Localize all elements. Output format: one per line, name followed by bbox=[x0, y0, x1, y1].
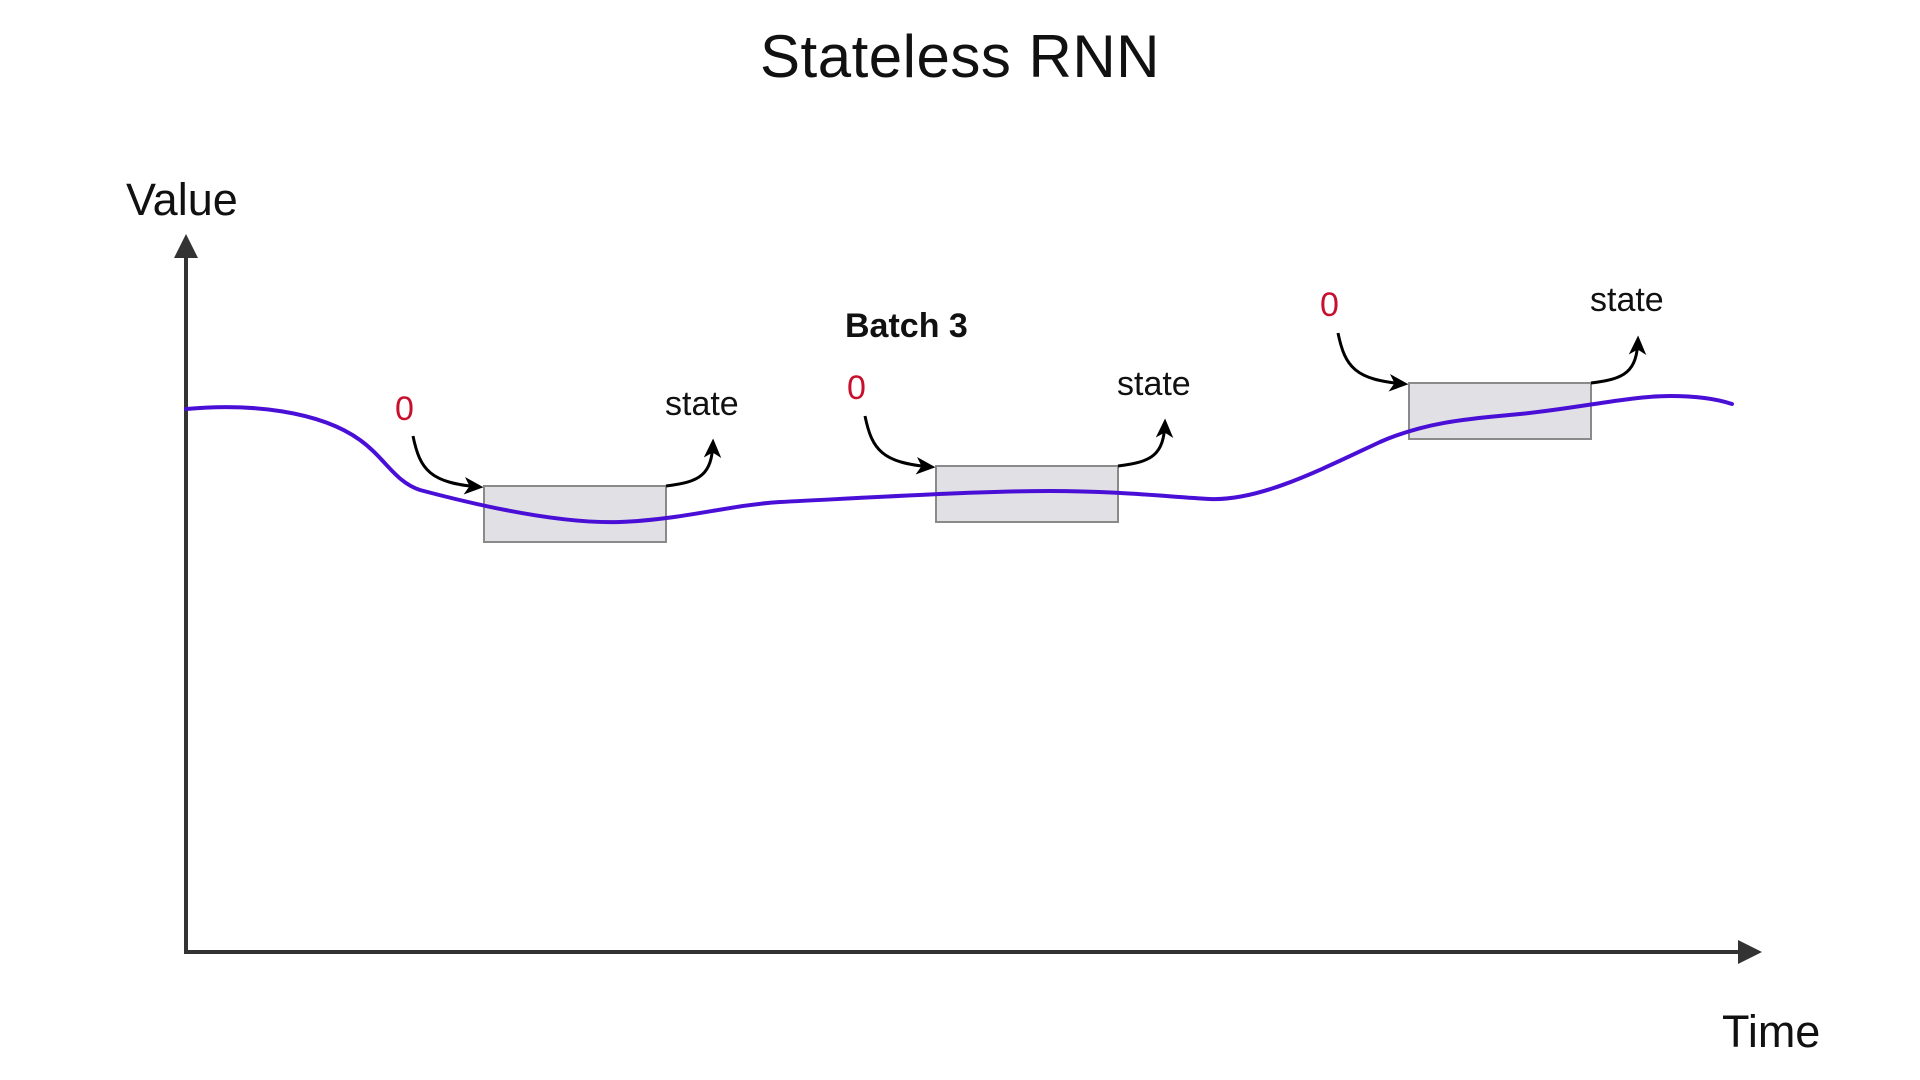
input-arrow-2 bbox=[863, 415, 936, 475]
series-line bbox=[184, 393, 1734, 525]
output-state-label-3: state bbox=[1590, 281, 1664, 319]
input-zero-label-1: 0 bbox=[395, 390, 414, 428]
input-arrow-1 bbox=[411, 435, 484, 495]
output-state-label-2: state bbox=[1117, 365, 1191, 403]
output-state-label-1: state bbox=[665, 385, 739, 423]
window-box-3 bbox=[1408, 382, 1592, 440]
output-arrow-3 bbox=[1590, 335, 1647, 385]
input-arrow-3 bbox=[1336, 332, 1409, 392]
input-zero-label-2: 0 bbox=[847, 369, 866, 407]
y-axis-label: Value bbox=[126, 174, 238, 225]
output-arrow-2 bbox=[1117, 418, 1174, 468]
input-zero-label-3: 0 bbox=[1320, 286, 1339, 324]
page-title: Stateless RNN bbox=[760, 23, 1160, 90]
output-arrow-1 bbox=[665, 438, 722, 488]
window-box-1 bbox=[483, 485, 667, 543]
batch-label: Batch 3 bbox=[845, 307, 968, 345]
x-axis-label: Time bbox=[1722, 1006, 1820, 1057]
